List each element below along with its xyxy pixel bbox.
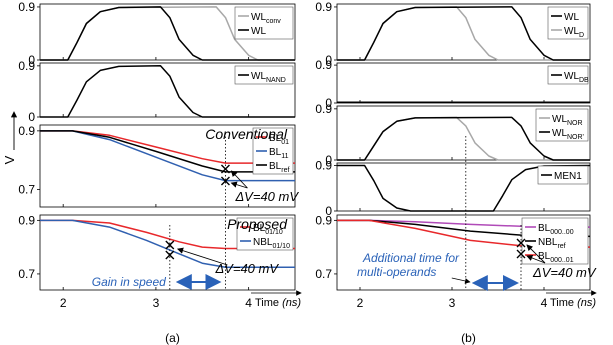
legend-entry: MEN1 — [554, 171, 582, 182]
series-line-wl — [40, 6, 295, 61]
legend-entry: WLDB — [564, 71, 589, 84]
y-tick-label: 0.9 — [18, 59, 35, 73]
subplot-0-3: 0.7 0.9 — [18, 213, 296, 291]
legend-entry: BL11 — [269, 147, 289, 160]
series-line-wl — [337, 6, 590, 61]
y-tick-label: 0 — [325, 204, 332, 218]
axes-frame — [336, 105, 591, 161]
y-tick-label: 0.7 — [18, 267, 35, 281]
legend-box — [252, 127, 294, 175]
y-tick-label: 0 — [325, 153, 332, 167]
y-tick-label: 0.9 — [315, 58, 332, 72]
axes-frame — [39, 214, 296, 291]
legend-box — [547, 6, 589, 40]
series-line-nbl-01-10 — [40, 219, 295, 268]
delta-v-arrow — [526, 255, 546, 264]
legend-box — [234, 6, 294, 40]
legend-entry: WLconv — [251, 12, 281, 25]
legend-entry: WLNOR — [552, 114, 583, 127]
legend-box — [535, 108, 589, 142]
y-tick-label: 0 — [28, 53, 35, 67]
delta-v-arrow — [230, 170, 248, 189]
x-tick-label: 2 — [60, 296, 67, 310]
legend-entry: WLNAND — [251, 71, 286, 84]
legend-entry: WL — [251, 26, 266, 37]
y-tick-label: 0.9 — [18, 213, 35, 227]
x-tick-label: 3 — [449, 296, 456, 310]
y-tick-label: 0.7 — [18, 182, 35, 196]
subplot-1-4: 0.7 0.9 — [315, 213, 591, 291]
panel-caption: (b) — [461, 331, 476, 345]
y-tick-label: 0.9 — [315, 213, 332, 227]
y-tick-label: 0.7 — [315, 267, 332, 281]
y-tick-label: 0.9 — [18, 124, 35, 138]
panel-caption: (a) — [165, 331, 180, 345]
subplot-0-1: 00.9 — [18, 59, 296, 124]
y-tick-label: 0.9 — [315, 0, 332, 14]
legend-entry: BL000..01 — [538, 251, 574, 264]
y-axis-label: V — [2, 155, 17, 164]
subplot-1-3: 00.9 — [315, 159, 591, 218]
x-tick-label: 3 — [153, 296, 160, 310]
legend-entry: BL01 — [269, 133, 289, 146]
gain-in-speed-label: Gain in speed — [92, 275, 166, 289]
axes-frame — [39, 62, 296, 118]
legend-box — [537, 165, 589, 185]
subplot-1-0: 00.9 — [315, 0, 591, 67]
delta-v-marker — [165, 240, 175, 260]
y-tick-label: 0.9 — [315, 159, 332, 173]
axes-frame — [336, 62, 591, 104]
delta-v-label: ΔV=40 mV — [234, 189, 299, 204]
delta-v-label: ΔV=40 mV — [214, 261, 279, 276]
legend-entry: NBL01/10 — [253, 237, 290, 250]
series-line-wl-nor- — [337, 116, 590, 161]
x-tick-label: 4 — [245, 296, 252, 310]
additional-time-label: multi-operands — [357, 265, 436, 279]
y-tick-label: 0.9 — [315, 102, 332, 116]
delta-v-arrow — [176, 247, 228, 266]
y-tick-label: 0.9 — [18, 0, 35, 14]
legend-box — [547, 65, 589, 85]
x-axis-label: Time (ns) — [550, 297, 596, 309]
x-tick-label: 2 — [357, 296, 364, 310]
delta-v-marker — [516, 238, 526, 259]
y-tick-label: 0 — [325, 96, 332, 110]
subplot-title: Proposed — [227, 216, 288, 232]
legend-entry: NBLref — [538, 237, 566, 250]
legend-entry: BL000..00 — [538, 223, 574, 236]
legend-box — [236, 217, 294, 251]
additional-time-pointer — [451, 277, 471, 284]
subplot-0-0: 00.9 — [18, 0, 296, 67]
y-tick-label: 0 — [325, 53, 332, 67]
delta-v-marker — [220, 164, 230, 186]
delta-v-label: ΔV=40 mV — [532, 265, 597, 280]
axes-frame — [39, 124, 296, 208]
legend-entry: WLNOR' — [552, 128, 584, 141]
legend-entry: BL01/10 — [253, 223, 283, 236]
series-line-men1 — [337, 164, 591, 212]
y-tick-label: 0 — [28, 110, 35, 124]
axes-frame — [336, 3, 591, 61]
x-tick-label: 4 — [541, 296, 548, 310]
series-line-wl-nand — [40, 65, 295, 118]
axes-frame — [39, 3, 296, 61]
legend-entry: WL — [564, 12, 579, 23]
legend-entry: WLD — [564, 26, 584, 39]
additional-time-label: Additional time for — [362, 251, 460, 265]
subplot-1-2: 00.9 — [315, 102, 591, 167]
delta-v-arrow — [526, 244, 546, 264]
x-axis-label: Time (ns) — [255, 297, 301, 309]
legend-entry: BLref — [269, 161, 289, 174]
subplot-1-1: 00.9 — [315, 58, 591, 110]
delta-v-arrow — [230, 181, 248, 189]
legend-box — [234, 65, 294, 85]
subplot-title: Conventional — [205, 126, 288, 142]
axes-frame — [336, 214, 591, 291]
